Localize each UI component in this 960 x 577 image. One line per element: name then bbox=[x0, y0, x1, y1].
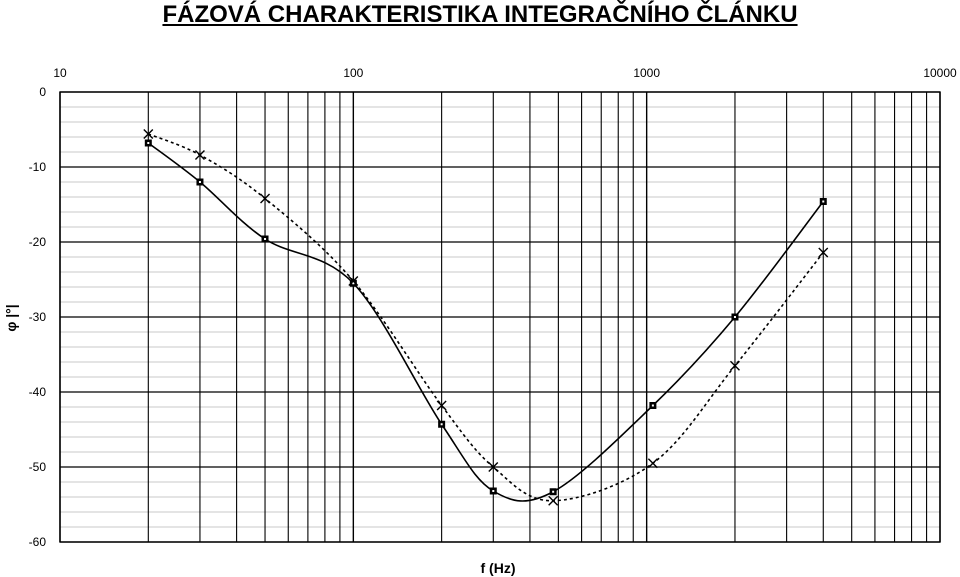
x-marker bbox=[260, 193, 271, 204]
x-tick-label: 100 bbox=[343, 66, 363, 80]
square-marker-inner bbox=[552, 490, 555, 493]
square-marker-inner bbox=[492, 490, 495, 492]
x-marker bbox=[729, 360, 740, 371]
series-group bbox=[143, 129, 829, 506]
square-marker-inner bbox=[651, 404, 654, 407]
chart-title: FÁZOVÁ CHARAKTERISTIKA INTEGRAČNÍHO ČLÁN… bbox=[162, 1, 798, 28]
y-tick-label: -10 bbox=[29, 160, 47, 174]
grid bbox=[59, 91, 941, 543]
y-axis-label: φ |°| bbox=[3, 304, 19, 331]
x-marker bbox=[348, 276, 359, 286]
series-line bbox=[147, 142, 824, 502]
x-marker bbox=[488, 462, 499, 472]
y-tick-label: -20 bbox=[29, 235, 47, 249]
square-marker-inner bbox=[822, 200, 825, 203]
y-tick-label: -40 bbox=[29, 385, 47, 399]
y-tick-label: 0 bbox=[39, 85, 46, 99]
square-marker-inner bbox=[198, 181, 201, 183]
y-tick-label: -50 bbox=[29, 460, 47, 474]
square-marker-inner bbox=[440, 423, 443, 426]
x-marker bbox=[548, 495, 559, 506]
x-marker bbox=[818, 247, 829, 258]
x-marker bbox=[194, 150, 205, 160]
square-marker-inner bbox=[264, 238, 267, 240]
series-line bbox=[148, 133, 824, 502]
square-marker-inner bbox=[352, 282, 355, 285]
x-marker bbox=[647, 458, 658, 469]
y-tick-label: -30 bbox=[29, 310, 47, 324]
x-tick-label: 10000 bbox=[923, 66, 957, 80]
square-marker-inner bbox=[147, 142, 150, 144]
y-tick-label: -60 bbox=[29, 535, 47, 549]
x-marker bbox=[436, 400, 447, 411]
x-marker bbox=[143, 129, 154, 139]
plot-frame bbox=[59, 91, 941, 543]
x-axis-label: f (Hz) bbox=[481, 560, 516, 576]
x-tick-label: 10 bbox=[53, 66, 67, 80]
x-tick-label: 1000 bbox=[633, 66, 660, 80]
tick-labels: 10 100 1000 10000 0 -10 -20 -30 -40 -50 -60 bbox=[29, 66, 957, 549]
square-marker-inner bbox=[733, 316, 736, 318]
